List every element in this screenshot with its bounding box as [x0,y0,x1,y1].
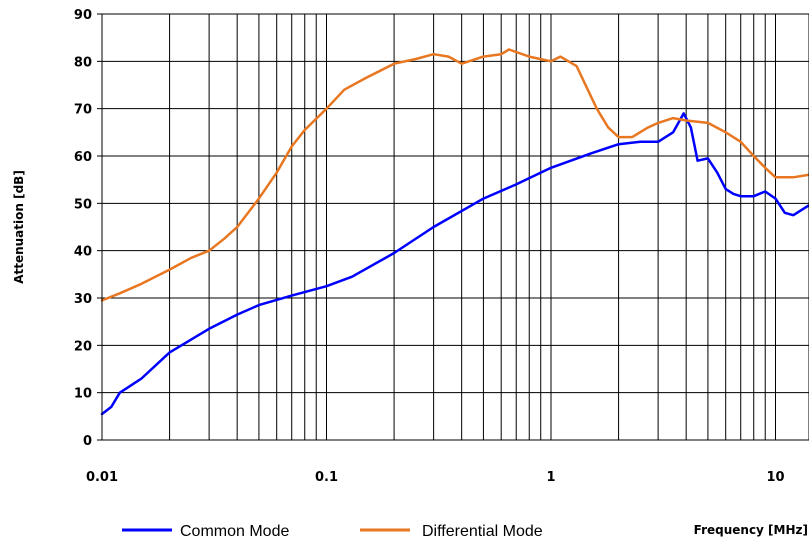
y-tick-label: 80 [74,55,92,70]
plot-frame [101,13,809,441]
y-tick-label: 50 [74,197,92,212]
y-tick-label: 10 [74,387,92,402]
series-line-differential-mode [100,48,809,302]
x-tick-label: 10 [766,470,784,485]
x-axis-title: Frequency [MHz] [694,523,808,537]
y-tick-label: 60 [74,150,92,165]
legend-label: Differential Mode [422,523,543,540]
legend: Common Mode Differential Mode [122,523,543,540]
x-tick-label: 0.01 [86,470,118,485]
y-tick-label: 40 [74,245,92,260]
y-tick-label: 70 [74,103,92,118]
horizontal-gridlines [97,13,809,441]
y-axis-title: Attenuation [dB] [12,170,26,284]
y-tick-label: 0 [83,434,92,449]
x-tick-label: 1 [546,470,555,485]
y-tick-label: 20 [74,339,92,354]
x-tick-label: 0.1 [315,470,338,485]
legend-label: Common Mode [180,523,289,540]
y-axis-tick-labels: 0 10 20 30 40 50 60 70 80 90 [74,8,92,449]
x-axis-tick-labels: 0.01 0.1 1 10 [86,470,785,485]
vertical-gridlines [101,14,776,440]
series-line-common-mode [100,112,809,416]
y-tick-label: 30 [74,292,92,307]
y-tick-label: 90 [74,8,92,23]
series-lines [100,48,809,416]
